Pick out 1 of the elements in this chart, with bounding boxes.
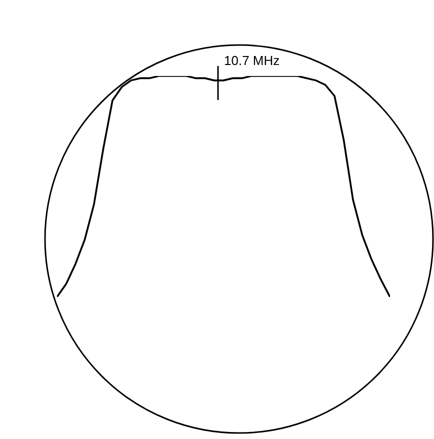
text: 10.7 MHz	[224, 53, 280, 68]
